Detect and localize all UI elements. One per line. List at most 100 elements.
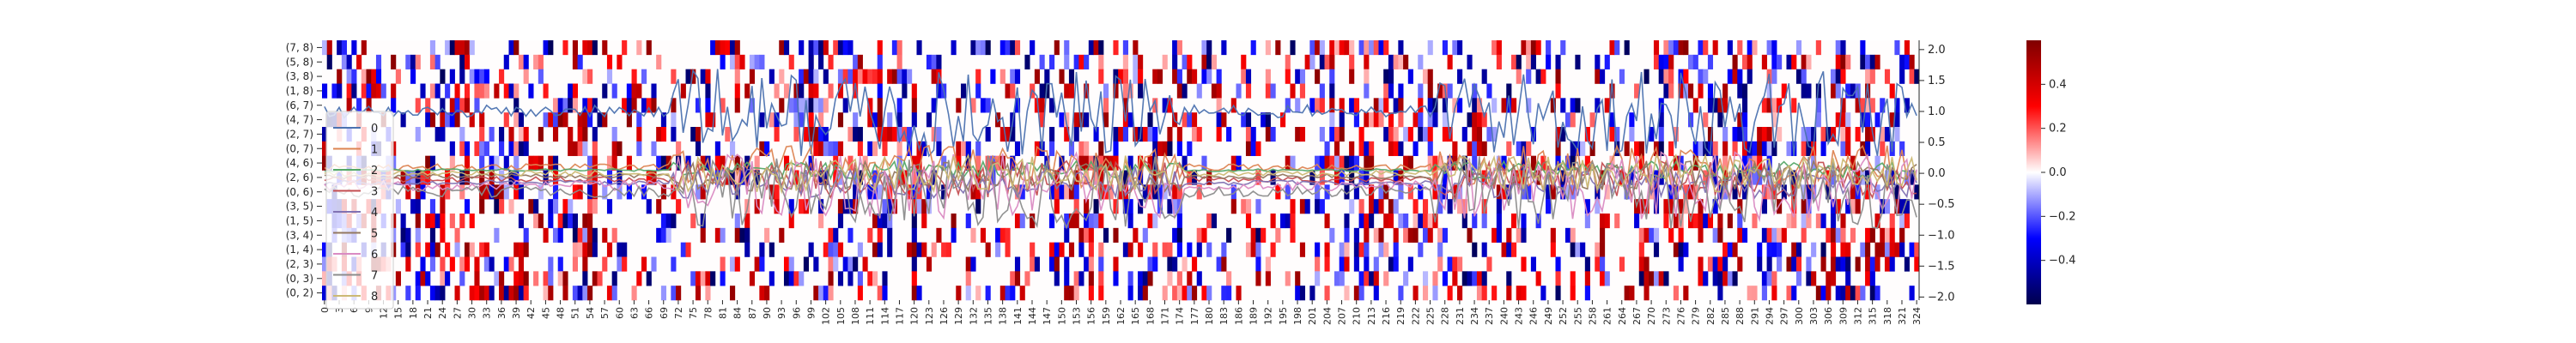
heatmap-cell: [1865, 184, 1871, 200]
heatmap-cell: [877, 40, 883, 56]
heatmap-cell: [1678, 242, 1684, 257]
heatmap-cell: [1555, 271, 1561, 286]
heatmap-cell: [1437, 227, 1443, 243]
heatmap-cell: [1634, 214, 1640, 229]
heatmap-cell: [1014, 256, 1021, 272]
heatmap-cell: [936, 141, 942, 156]
heatmap-cell: [995, 227, 1001, 243]
heatmap-cell: [1064, 286, 1070, 301]
heatmap-cell: [1344, 256, 1350, 272]
heatmap-cell: [592, 141, 598, 156]
heatmap-cell: [1869, 54, 1875, 69]
column-label: 270: [1646, 307, 1657, 325]
heatmap-cell: [1447, 54, 1453, 69]
heatmap-cell: [543, 271, 549, 286]
heatmap-cell: [405, 256, 411, 272]
heatmap-cell: [1791, 170, 1797, 185]
heatmap-cell: [572, 214, 578, 229]
heatmap-cell: [568, 199, 574, 214]
heatmap-cell: [1904, 54, 1910, 69]
heatmap-cell: [1874, 256, 1880, 272]
heatmap-cell: [1589, 112, 1595, 128]
heatmap-cell: [337, 69, 343, 84]
heatmap-cell: [690, 69, 696, 84]
heatmap-cell: [1673, 127, 1679, 142]
heatmap-cell: [853, 69, 859, 84]
heatmap-cell: [1407, 155, 1413, 171]
heatmap-cell: [1683, 184, 1689, 200]
row-label: (4, 6): [286, 157, 313, 169]
heatmap-cell: [1176, 184, 1182, 200]
heatmap-cell: [1364, 69, 1370, 84]
heatmap-cell: [1712, 256, 1718, 272]
heatmap-cell: [543, 83, 549, 99]
heatmap-cell: [695, 98, 702, 113]
heatmap-cell: [799, 69, 805, 84]
heatmap-cell: [1339, 98, 1345, 113]
heatmap-cell: [1093, 199, 1099, 214]
heatmap-cell: [577, 242, 583, 257]
heatmap-cell: [1344, 242, 1350, 257]
heatmap-cell: [1564, 155, 1571, 171]
heatmap-cell: [1152, 127, 1158, 142]
heatmap-cell: [1383, 83, 1389, 99]
heatmap-cell: [1319, 40, 1325, 56]
heatmap-cell: [975, 69, 981, 84]
heatmap-cell: [538, 214, 544, 229]
heatmap-cell: [523, 271, 529, 286]
heatmap-cell: [1766, 271, 1772, 286]
heatmap-cell: [1211, 214, 1217, 229]
heatmap-cell: [1457, 69, 1463, 84]
heatmap-cell: [730, 170, 736, 185]
heatmap-cell: [1880, 127, 1886, 142]
heatmap-cell: [1127, 242, 1133, 257]
heatmap-cell: [1643, 271, 1649, 286]
heatmap-cell: [1378, 199, 1384, 214]
heatmap-cell: [1113, 227, 1119, 243]
heatmap-cell: [793, 98, 799, 113]
heatmap-cell: [887, 127, 893, 142]
heatmap-cell: [1653, 54, 1660, 69]
heatmap-cell: [1899, 227, 1905, 243]
column-label: 249: [1543, 307, 1554, 325]
legend-label-4: 4: [371, 207, 378, 220]
heatmap-cell: [1206, 40, 1212, 56]
heatmap-cell: [1526, 40, 1532, 56]
heatmap-cell: [322, 155, 328, 171]
heatmap-cell: [1349, 141, 1355, 156]
heatmap-cell: [714, 170, 720, 185]
colorbar: 0.40.20.0−0.2−0.4: [2026, 40, 2076, 304]
heatmap-cell: [1324, 256, 1330, 272]
heatmap-cell: [459, 40, 465, 56]
heatmap-cell: [1692, 155, 1698, 171]
heatmap-cell: [523, 141, 529, 156]
heatmap-cell: [622, 40, 628, 56]
heatmap-cell: [1206, 214, 1212, 229]
heatmap-cell: [1403, 155, 1409, 171]
overlay-lines: [324, 68, 1917, 230]
heatmap-cell: [1467, 141, 1473, 156]
heatmap-cell: [552, 112, 559, 128]
heatmap-cell: [1049, 54, 1055, 69]
heatmap-cell: [1019, 286, 1025, 301]
heatmap-cell: [916, 170, 922, 185]
heatmap-cell: [1506, 98, 1512, 113]
heatmap-cell: [1486, 83, 1492, 99]
heatmap-cell: [813, 141, 819, 156]
heatmap-cell: [1245, 141, 1252, 156]
heatmap-cell: [1191, 127, 1198, 142]
heatmap-cell: [1874, 54, 1880, 69]
heatmap-cell: [1039, 83, 1045, 99]
heatmap-cell: [1127, 112, 1133, 128]
heatmap-cell: [1447, 83, 1453, 99]
heatmap-cell: [1889, 214, 1895, 229]
heatmap-cell: [1432, 112, 1438, 128]
heatmap-cell: [999, 286, 1005, 301]
heatmap-cell: [459, 127, 465, 142]
heatmap-cell: [1250, 127, 1256, 142]
heatmap-cell: [1506, 286, 1512, 301]
heatmap-cell: [1295, 98, 1301, 113]
heatmap-cell: [1604, 184, 1610, 200]
heatmap-cell: [1344, 184, 1350, 200]
heatmap-cell: [1369, 40, 1375, 56]
